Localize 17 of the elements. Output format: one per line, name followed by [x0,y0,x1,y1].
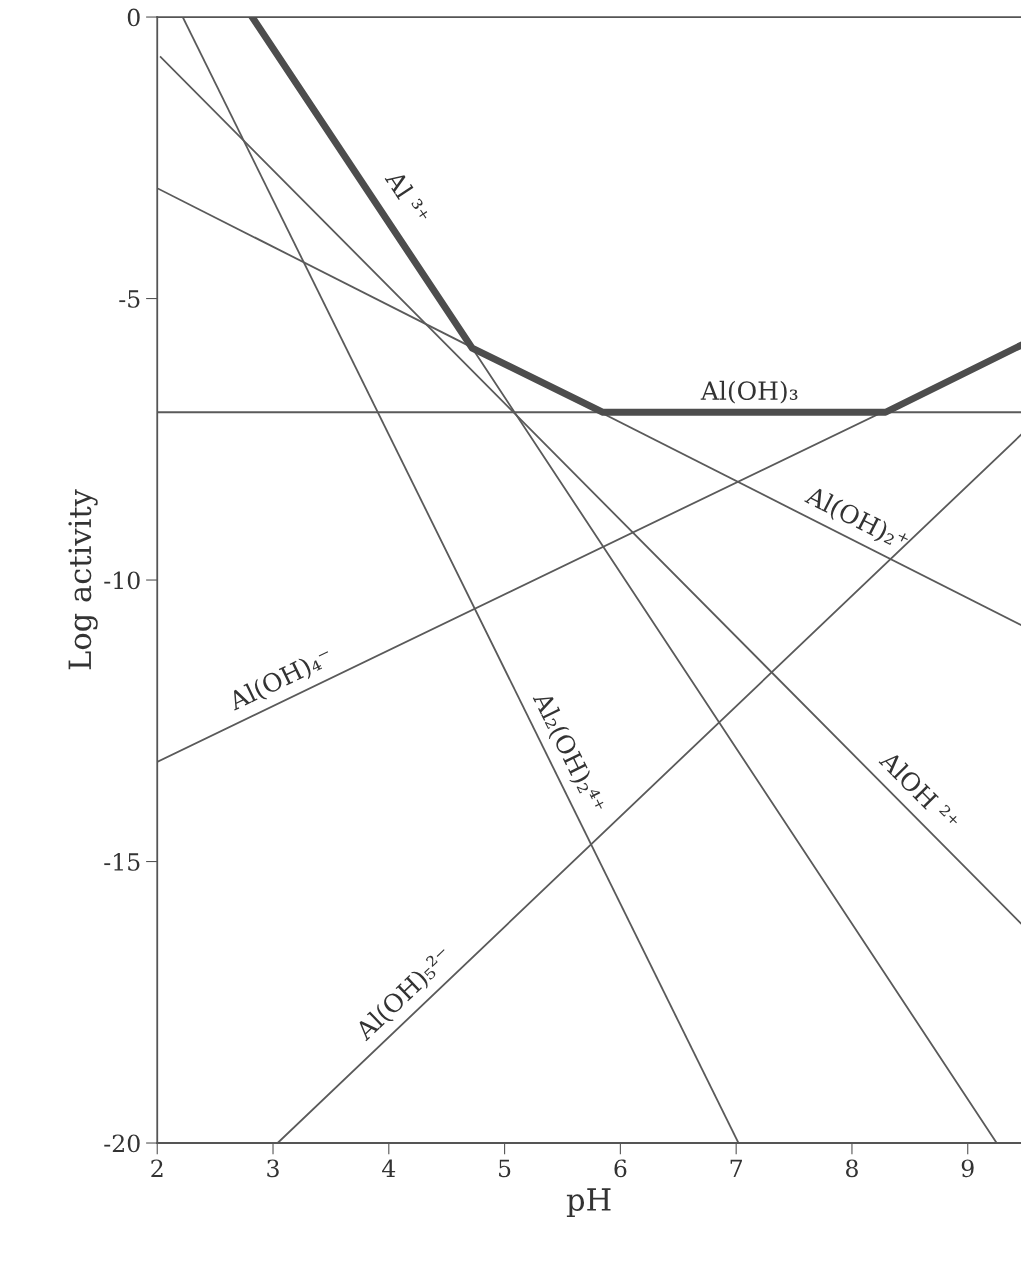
y-tick-label: 0 [127,8,140,27]
x-tick-label: 6 [614,1159,627,1178]
x-tick-label: 4 [382,1159,396,1177]
y-tick-label: -15 [104,852,140,871]
x-tick-label: 5 [499,1159,511,1178]
x-axis-title: pH [566,1188,611,1217]
y-tick-label: -5 [119,290,140,308]
series-label: Al(OH)₃ [700,380,798,404]
text: Al ³⁺ [384,168,432,226]
x-tick-label: 8 [846,1159,858,1178]
x-tick-label: 2 [151,1159,163,1177]
x-tick-label: 3 [267,1159,279,1178]
x-tick-label: 7 [730,1159,742,1177]
y-tick-label: -10 [104,571,140,590]
y-axis-title: Log activity [68,489,98,670]
y-tick-label: -20 [104,1134,140,1153]
x-tick-label: 9 [961,1159,974,1178]
